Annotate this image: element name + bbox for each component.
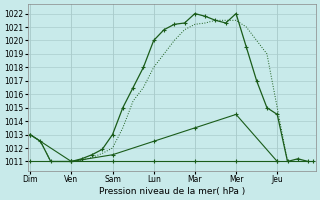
X-axis label: Pression niveau de la mer( hPa ): Pression niveau de la mer( hPa )	[99, 187, 245, 196]
